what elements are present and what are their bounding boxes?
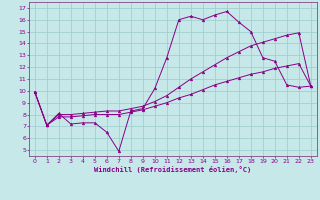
X-axis label: Windchill (Refroidissement éolien,°C): Windchill (Refroidissement éolien,°C): [94, 166, 252, 173]
